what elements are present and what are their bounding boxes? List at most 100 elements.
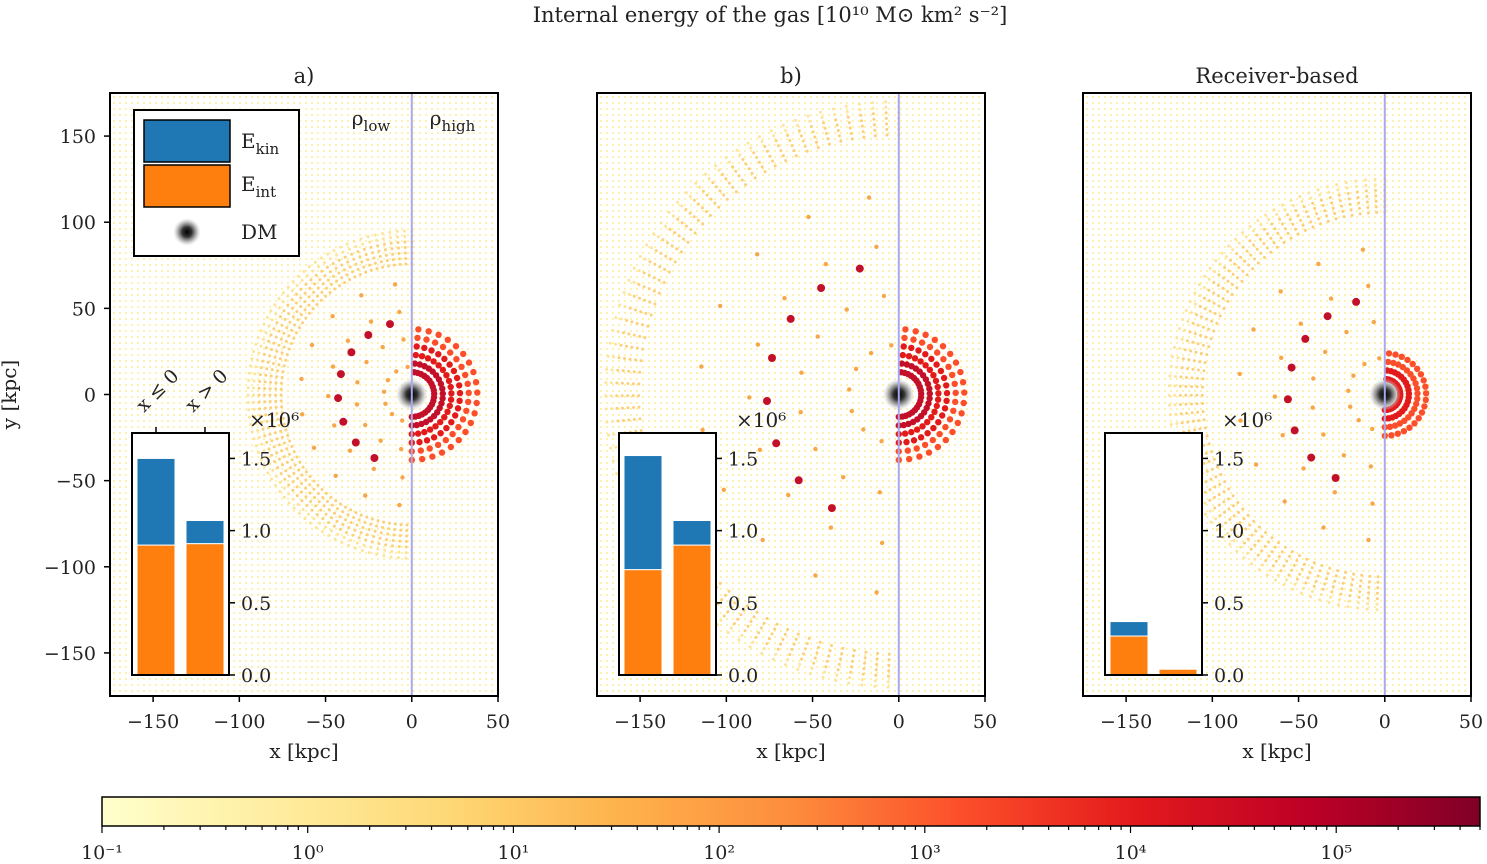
particle xyxy=(371,390,373,392)
particle xyxy=(251,582,253,584)
particle xyxy=(317,582,319,584)
particle xyxy=(185,414,187,416)
particle xyxy=(347,600,349,602)
particle xyxy=(257,96,259,98)
particle xyxy=(167,690,169,692)
particle xyxy=(323,474,325,476)
particle xyxy=(347,252,349,254)
particle xyxy=(323,168,325,170)
particle xyxy=(179,270,181,272)
particle xyxy=(353,564,355,566)
particle xyxy=(389,348,391,350)
particle xyxy=(401,276,403,278)
particle xyxy=(311,504,313,506)
particle xyxy=(401,204,403,206)
particle xyxy=(347,570,349,572)
particle xyxy=(263,384,265,386)
particle xyxy=(185,264,187,266)
particle xyxy=(119,264,121,266)
particle xyxy=(233,444,235,446)
particle xyxy=(335,360,337,362)
particle xyxy=(137,336,139,338)
particle xyxy=(239,654,241,656)
particle xyxy=(131,306,133,308)
particle xyxy=(155,372,157,374)
particle xyxy=(377,288,379,290)
particle xyxy=(179,276,181,278)
particle xyxy=(395,276,397,278)
particle xyxy=(137,270,139,272)
particle xyxy=(377,354,379,356)
particle xyxy=(353,282,355,284)
particle xyxy=(329,126,331,128)
particle xyxy=(389,210,391,212)
particle xyxy=(383,354,385,356)
particle xyxy=(203,306,205,308)
particle xyxy=(371,492,373,494)
particle xyxy=(269,282,271,284)
particle xyxy=(323,546,325,548)
particle xyxy=(275,282,277,284)
particle xyxy=(125,330,127,332)
particle xyxy=(359,102,361,104)
particle xyxy=(185,684,187,686)
particle xyxy=(323,132,325,134)
particle xyxy=(209,360,211,362)
particle xyxy=(131,684,133,686)
particle xyxy=(287,516,289,518)
particle xyxy=(125,666,127,668)
particle xyxy=(215,678,217,680)
particle xyxy=(317,414,319,416)
particle xyxy=(215,102,217,104)
particle xyxy=(365,150,367,152)
particle xyxy=(113,204,115,206)
particle xyxy=(371,576,373,578)
particle xyxy=(305,636,307,638)
particle xyxy=(311,318,313,320)
particle xyxy=(329,294,331,296)
particle xyxy=(359,228,361,230)
particle xyxy=(281,624,283,626)
particle xyxy=(131,426,133,428)
particle xyxy=(281,582,283,584)
particle xyxy=(359,654,361,656)
particle xyxy=(377,150,379,152)
particle xyxy=(383,198,385,200)
particle xyxy=(335,192,337,194)
particle xyxy=(191,318,193,320)
particle xyxy=(299,354,301,356)
particle xyxy=(341,222,343,224)
particle xyxy=(395,222,397,224)
particle xyxy=(119,468,121,470)
particle xyxy=(353,216,355,218)
particle xyxy=(305,144,307,146)
particle xyxy=(137,366,139,368)
particle xyxy=(119,642,121,644)
particle xyxy=(353,462,355,464)
particle xyxy=(383,606,385,608)
particle xyxy=(119,258,121,260)
particle xyxy=(359,138,361,140)
particle xyxy=(365,96,367,98)
particle xyxy=(371,504,373,506)
particle xyxy=(197,318,199,320)
particle xyxy=(341,162,343,164)
particle xyxy=(221,408,223,410)
particle xyxy=(311,618,313,620)
particle xyxy=(275,270,277,272)
particle xyxy=(275,366,277,368)
particle xyxy=(269,390,271,392)
particle xyxy=(341,432,343,434)
particle xyxy=(341,126,343,128)
particle xyxy=(281,606,283,608)
particle xyxy=(383,342,385,344)
particle xyxy=(323,630,325,632)
particle xyxy=(401,600,403,602)
particle xyxy=(119,618,121,620)
particle xyxy=(329,228,331,230)
particle xyxy=(305,240,307,242)
particle xyxy=(131,396,133,398)
particle xyxy=(329,414,331,416)
particle xyxy=(191,324,193,326)
particle xyxy=(119,474,121,476)
